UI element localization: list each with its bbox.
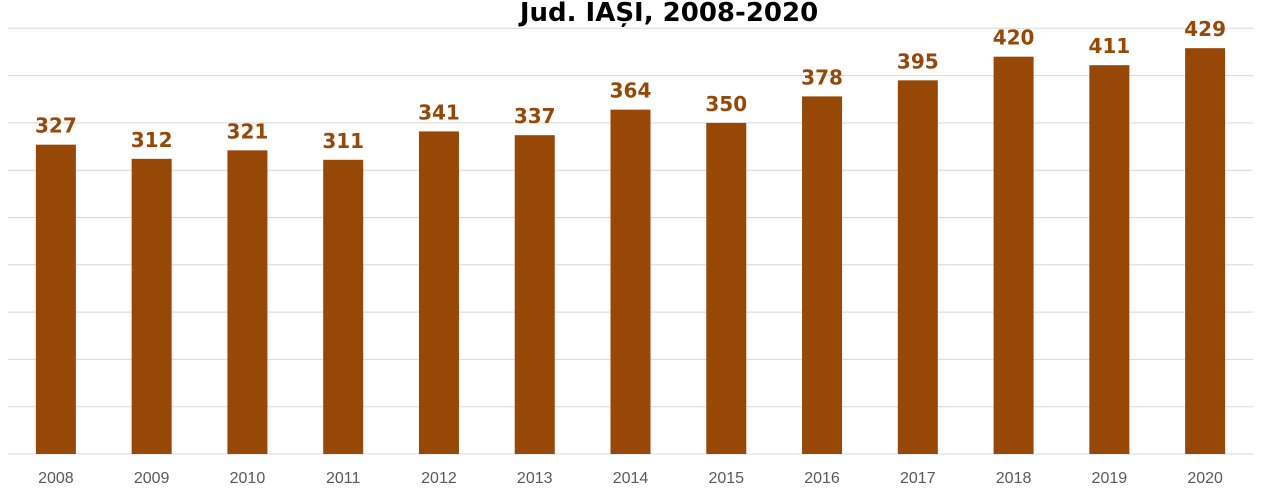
bar-2011 [323, 159, 364, 454]
data-labels: 327 312 321 311 341 337 364 350 378 395 420 411 429 [35, 17, 1226, 153]
data-label-2020: 429 [1184, 17, 1226, 41]
chart-title: Jud. IAȘI, 2008-2020 [518, 0, 818, 28]
bar-2010 [227, 150, 268, 455]
x-axis-ticks: 2008 2009 2010 2011 2012 2013 2014 2015 2016 2017… [38, 470, 1223, 487]
x-tick-label-2014: 2014 [613, 470, 649, 487]
x-tick-label-2018: 2018 [996, 470, 1032, 487]
bar-2013 [514, 135, 555, 454]
bar-2017 [897, 80, 938, 454]
bar-2018 [993, 56, 1034, 455]
data-label-2018: 420 [993, 26, 1035, 50]
bar-2009 [131, 158, 172, 454]
x-tick-label-2013: 2013 [517, 470, 553, 487]
bar-2014 [610, 109, 651, 454]
data-label-2016: 378 [801, 65, 843, 89]
data-label-2010: 321 [227, 119, 269, 143]
data-label-2011: 311 [322, 129, 364, 153]
bars [35, 48, 1226, 455]
x-tick-label-2019: 2019 [1092, 470, 1128, 487]
x-tick-label-2009: 2009 [134, 470, 170, 487]
x-tick-label-2017: 2017 [900, 470, 936, 487]
data-label-2008: 327 [35, 114, 77, 138]
bar-2008 [35, 144, 76, 454]
x-tick-label-2012: 2012 [421, 470, 457, 487]
x-tick-label-2010: 2010 [230, 470, 266, 487]
x-tick-label-2008: 2008 [38, 470, 74, 487]
data-label-2009: 312 [131, 128, 173, 152]
x-tick-label-2016: 2016 [804, 470, 840, 487]
bar-2016 [802, 96, 843, 455]
data-label-2012: 341 [418, 100, 460, 124]
x-tick-label-2011: 2011 [326, 470, 361, 487]
bar-2012 [418, 131, 459, 454]
bar-2019 [1089, 65, 1130, 454]
data-label-2013: 337 [514, 104, 556, 128]
bar-2015 [706, 122, 747, 455]
x-tick-label-2020: 2020 [1187, 470, 1223, 487]
data-label-2014: 364 [610, 79, 652, 103]
data-label-2015: 350 [705, 92, 747, 116]
data-label-2019: 411 [1088, 34, 1130, 58]
bar-2020 [1185, 48, 1226, 454]
data-label-2017: 395 [897, 49, 939, 73]
x-tick-label-2015: 2015 [708, 470, 744, 487]
